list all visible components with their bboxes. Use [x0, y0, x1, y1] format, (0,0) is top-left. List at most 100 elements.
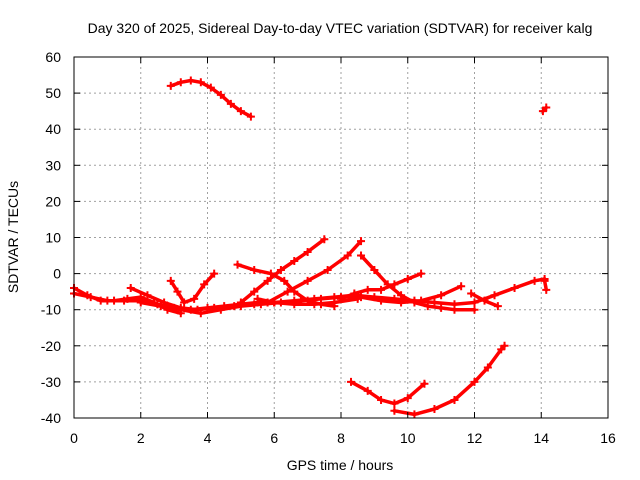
data-point [397, 298, 406, 307]
data-point [263, 276, 272, 285]
data-point [343, 251, 352, 260]
data-point [430, 404, 439, 413]
x-tick-label: 12 [467, 430, 483, 446]
data-point [143, 291, 152, 300]
data-point [363, 386, 372, 395]
data-point [173, 287, 182, 296]
data-point [120, 296, 129, 305]
data-point [270, 298, 279, 307]
data-point [206, 83, 215, 92]
y-tick-label: -20 [41, 338, 61, 354]
x-axis-title: GPS time / hours [287, 457, 394, 473]
data-point [542, 103, 551, 112]
data-point [246, 112, 255, 121]
data-point [390, 399, 399, 408]
data-point [226, 99, 235, 108]
data-point [176, 305, 185, 314]
data-point [200, 280, 209, 289]
y-axis-title: SDTVAR / TECUs [5, 181, 21, 293]
grid [74, 57, 608, 418]
series-arc-4 [136, 282, 466, 318]
x-tick-label: 16 [600, 430, 616, 446]
data-point [266, 269, 275, 278]
series-arc-9 [263, 237, 366, 307]
data-point [196, 78, 205, 87]
y-tick-label: -30 [41, 374, 61, 390]
series-arc-16 [538, 103, 551, 116]
data-point [276, 265, 285, 274]
series-arc-14 [347, 377, 429, 408]
series-arc-7 [236, 235, 329, 307]
data-point [350, 289, 359, 298]
data-point [430, 298, 439, 307]
series-arc-12 [357, 251, 479, 314]
data-point [250, 287, 259, 296]
x-tick-label: 10 [400, 430, 416, 446]
data-point [126, 284, 135, 293]
data-point [397, 291, 406, 300]
data-point [303, 276, 312, 285]
data-point [310, 300, 319, 309]
data-point [480, 296, 489, 305]
data-point [467, 289, 476, 298]
data-point [383, 280, 392, 289]
series-arc-6 [166, 76, 255, 121]
series-arc-10 [253, 294, 362, 309]
x-tick-label: 2 [137, 430, 145, 446]
data-point [320, 235, 329, 244]
x-tick-label: 8 [337, 430, 345, 446]
y-tick-label: 50 [45, 85, 61, 101]
series-line [169, 271, 216, 305]
data-point [186, 76, 195, 85]
data-point [370, 265, 379, 274]
data-point [530, 276, 539, 285]
data-point [233, 260, 242, 269]
data-point [357, 237, 366, 246]
y-tick-label: 10 [45, 230, 61, 246]
data-point [457, 282, 466, 291]
data-point [357, 251, 366, 260]
data-point [540, 276, 549, 285]
data-point [210, 269, 219, 278]
y-tick-label: 40 [45, 121, 61, 137]
chart-title: Day 320 of 2025, Sidereal Day-to-day VTE… [88, 20, 593, 36]
data-point [420, 379, 429, 388]
data-point [323, 265, 332, 274]
data-point [166, 276, 175, 285]
data-point [136, 298, 145, 307]
data-point [390, 406, 399, 415]
data-point [337, 294, 345, 303]
series-line [265, 239, 363, 305]
y-tick-label: 0 [53, 266, 61, 282]
series-arc-5 [166, 269, 219, 307]
series-arc-15 [390, 341, 509, 419]
data-series [70, 76, 551, 419]
data-point [377, 395, 386, 404]
data-point [403, 394, 412, 403]
data-point [216, 305, 225, 314]
data-point [377, 285, 386, 294]
data-point [86, 293, 95, 302]
data-point [253, 294, 262, 303]
data-point [176, 78, 185, 87]
y-tick-label: 30 [45, 157, 61, 173]
axis-ticks: 0 2 4 6 8 10 12 14 16 -40 -30 -20 -10 0 10 20 30 40 50 60 [41, 49, 616, 446]
data-point [403, 275, 412, 284]
data-point [437, 291, 446, 300]
data-point [470, 305, 479, 314]
data-point [542, 285, 551, 294]
data-point [290, 300, 299, 309]
x-tick-label: 6 [270, 430, 278, 446]
data-point [103, 296, 112, 305]
data-point [377, 296, 386, 305]
x-tick-label: 14 [533, 430, 549, 446]
data-point [347, 377, 356, 386]
data-point [470, 298, 479, 307]
data-point [483, 363, 492, 372]
data-point [423, 302, 432, 311]
y-tick-label: 20 [45, 193, 61, 209]
data-point [353, 294, 362, 303]
data-point [216, 90, 225, 99]
data-point [250, 265, 259, 274]
